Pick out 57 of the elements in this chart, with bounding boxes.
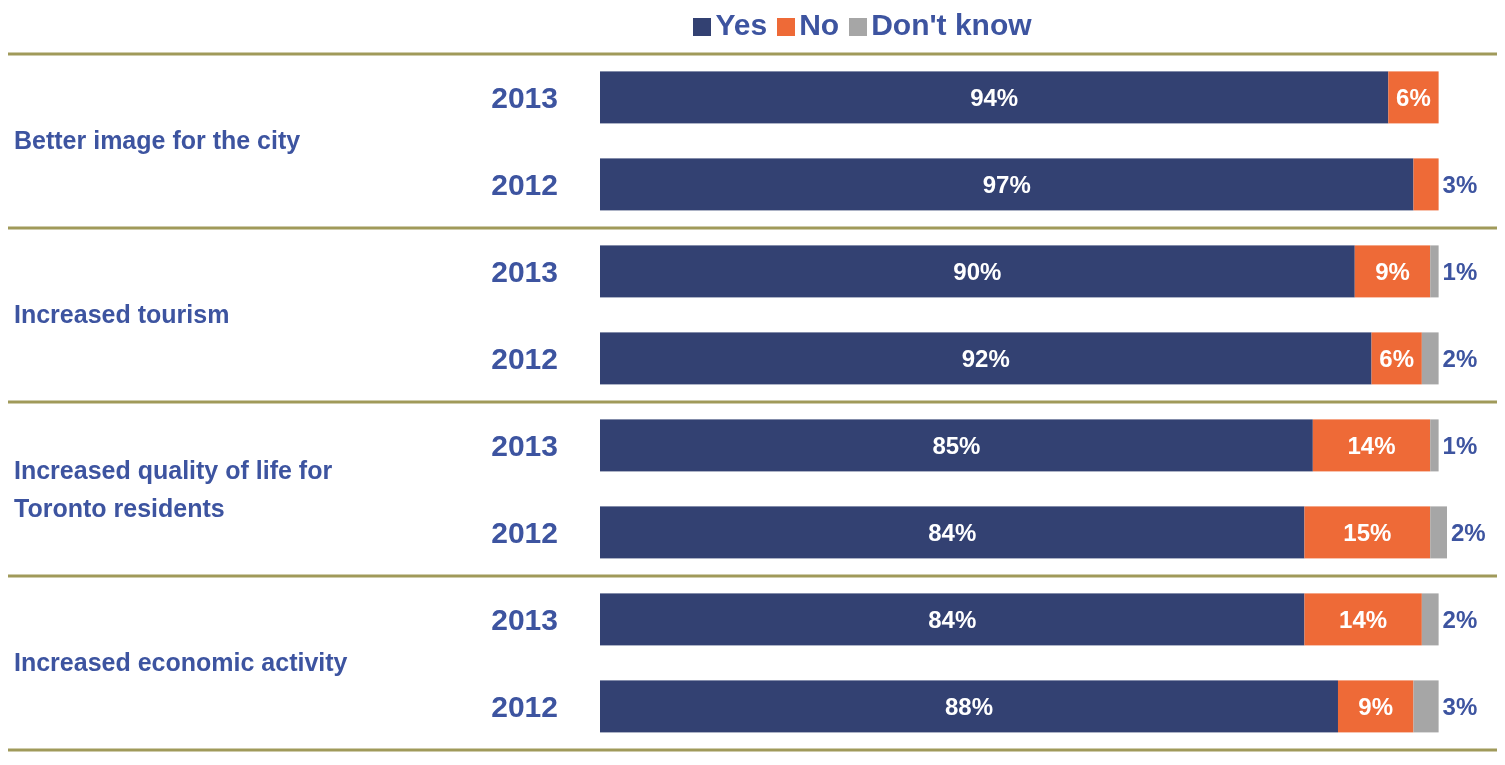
bar xyxy=(600,332,1372,385)
bar xyxy=(1413,680,1439,733)
bar xyxy=(1421,332,1439,385)
bar xyxy=(600,680,1338,733)
data-label: 14% xyxy=(1339,605,1388,633)
data-label: 3% xyxy=(1442,692,1478,720)
bar xyxy=(1304,593,1422,646)
data-label: 14% xyxy=(1347,431,1396,459)
bar xyxy=(600,419,1313,472)
bar xyxy=(1337,680,1414,733)
bar xyxy=(1421,593,1439,646)
data-label: 97% xyxy=(982,170,1031,198)
bar xyxy=(1430,506,1447,559)
data-label: 88% xyxy=(944,692,994,720)
text: Increased tourism xyxy=(14,299,231,331)
data-label: 90% xyxy=(953,257,1002,285)
text: Increased quality of life for Toronto residents xyxy=(14,454,334,523)
data-label: 6% xyxy=(1379,344,1415,372)
y-tick-label: 2013 xyxy=(491,603,558,636)
data-label: 2% xyxy=(1442,344,1478,372)
data-label: 9% xyxy=(1375,257,1410,285)
data-label: 94% xyxy=(970,83,1019,111)
bar xyxy=(600,245,1355,298)
bar xyxy=(1312,419,1431,472)
bar xyxy=(600,593,1305,646)
data-label: 2% xyxy=(1442,605,1478,633)
bar xyxy=(1430,245,1439,298)
bar xyxy=(600,506,1305,559)
text: Better image for the city xyxy=(14,125,302,157)
data-label: 92% xyxy=(961,344,1010,372)
data-label: 1% xyxy=(1442,431,1478,459)
y-tick-label: 2013 xyxy=(491,255,558,288)
y-tick-label: 2012 xyxy=(491,168,558,201)
data-label: 84% xyxy=(928,518,977,546)
legend-label: Yes xyxy=(715,8,768,41)
data-label: 9% xyxy=(1358,692,1394,720)
text: Increased economic activity xyxy=(14,647,349,679)
y-tick-label: 2012 xyxy=(491,690,558,723)
bar xyxy=(600,71,1389,124)
bar xyxy=(1430,419,1439,472)
y-tick-label: 2013 xyxy=(491,81,558,114)
data-label: 15% xyxy=(1343,518,1392,546)
y-tick-label: 2012 xyxy=(491,516,558,549)
data-label: 6% xyxy=(1396,83,1431,111)
data-label: 1% xyxy=(1442,257,1478,285)
data-label: 85% xyxy=(932,431,981,459)
bar xyxy=(1413,158,1439,211)
bar xyxy=(1304,506,1431,559)
y-tick-label: 2013 xyxy=(491,429,558,462)
y-tick-label: 2012 xyxy=(491,342,558,375)
data-label: 2% xyxy=(1451,518,1486,546)
legend-label: Don't know xyxy=(871,8,1032,41)
bar xyxy=(1354,245,1431,298)
legend-label: No xyxy=(799,8,840,41)
bar xyxy=(600,158,1414,211)
data-label: 3% xyxy=(1442,170,1478,198)
data-label: 84% xyxy=(928,605,977,633)
